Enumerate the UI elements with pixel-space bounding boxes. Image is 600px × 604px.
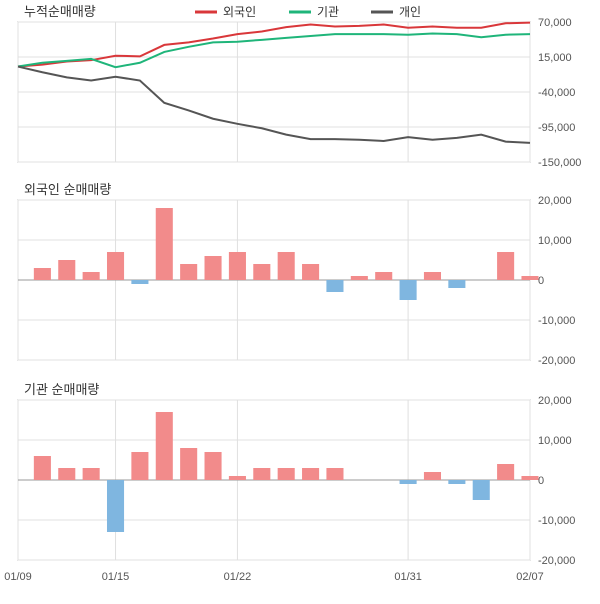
line-institution — [18, 33, 530, 67]
panel3-bar — [448, 480, 465, 484]
panel3-bar — [83, 468, 100, 480]
panel2-bar — [521, 276, 538, 280]
y-tick-label: 70,000 — [538, 17, 572, 29]
legend-label: 외국인 — [223, 5, 256, 19]
panel2-bar — [58, 260, 75, 280]
panel3-bar — [107, 480, 124, 532]
panel3-bar — [424, 472, 441, 480]
panel2-bar — [375, 272, 392, 280]
x-tick-label: 01/22 — [224, 571, 252, 583]
panel2-bar — [180, 264, 197, 280]
net-trading-chart: 70,000 15,000 -40,000 -95,000 -150,000 누적순매매량… — [0, 0, 600, 604]
chart-svg: 70,000 15,000 -40,000 -95,000 -150,000 누적순매매량… — [0, 0, 600, 604]
panel2-bar — [229, 252, 246, 280]
panel3-bar — [205, 452, 222, 480]
y-tick-label: 20,000 — [538, 195, 572, 207]
x-tick-label: 01/09 — [4, 571, 32, 583]
panel2-bar — [497, 252, 514, 280]
y-tick-label: -10,000 — [538, 515, 575, 527]
legend-label: 개인 — [399, 5, 421, 19]
x-tick-label: 01/15 — [102, 571, 130, 583]
panel2-bar — [34, 268, 51, 280]
panel1-title: 누적순매매량 — [24, 4, 96, 19]
y-tick-label: -40,000 — [538, 87, 575, 99]
panel3-bar — [326, 468, 343, 480]
panel3-bar — [180, 448, 197, 480]
panel2-bar — [302, 264, 319, 280]
y-tick-label: -150,000 — [538, 157, 581, 169]
y-tick-label: 0 — [538, 475, 544, 487]
legend-label: 기관 — [317, 5, 339, 19]
line-individual — [18, 67, 530, 143]
panel3-bar — [302, 468, 319, 480]
panel3-bar — [229, 476, 246, 480]
y-tick-label: -95,000 — [538, 122, 575, 134]
x-tick-label: 01/31 — [394, 571, 422, 583]
panel3-bar — [253, 468, 270, 480]
panel3-bar — [131, 452, 148, 480]
panel2-bar — [326, 280, 343, 292]
y-tick-label: -20,000 — [538, 355, 575, 367]
panel3-bar — [521, 476, 538, 480]
panel3-bar — [34, 456, 51, 480]
panel2-bar — [131, 280, 148, 284]
panel2-bar — [253, 264, 270, 280]
panel2-bar — [400, 280, 417, 300]
panel2-bar — [448, 280, 465, 288]
panel2-bar — [278, 252, 295, 280]
y-tick-label: 20,000 — [538, 395, 572, 407]
panel2-bar — [205, 256, 222, 280]
panel2-bar — [107, 252, 124, 280]
panel3-bar — [278, 468, 295, 480]
panel3-bar — [58, 468, 75, 480]
panel2-bar — [83, 272, 100, 280]
y-tick-label: 10,000 — [538, 435, 572, 447]
panel3-bar — [400, 480, 417, 484]
panel3-title: 기관 순매매량 — [24, 382, 99, 397]
panel2-bar — [424, 272, 441, 280]
panel3-bar — [497, 464, 514, 480]
panel2-bar — [351, 276, 368, 280]
y-tick-label: 15,000 — [538, 52, 572, 64]
x-tick-label: 02/07 — [516, 571, 544, 583]
panel2-bar — [156, 208, 173, 280]
y-tick-label: -20,000 — [538, 555, 575, 567]
panel2-title: 외국인 순매매량 — [24, 182, 111, 197]
panel3-bar — [156, 412, 173, 480]
panel3-bar — [473, 480, 490, 500]
y-tick-label: 0 — [538, 275, 544, 287]
y-tick-label: -10,000 — [538, 315, 575, 327]
y-tick-label: 10,000 — [538, 235, 572, 247]
